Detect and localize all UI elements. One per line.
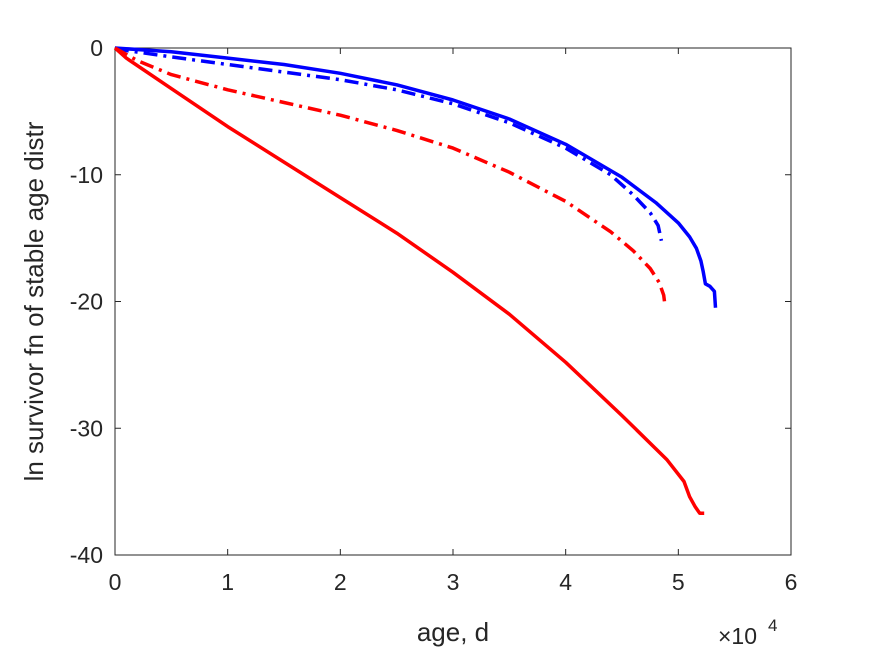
y-tick-label: 0 [90,35,103,61]
series-line-1 [114,46,718,308]
x-axis-ticks: 0 1 2 3 4 5 6 [109,48,798,595]
x-axis-label: age, d [417,617,489,647]
series-line-3 [114,46,667,305]
x-tick-label: 5 [672,569,685,595]
x-multiplier-exponent: 4 [768,616,777,635]
x-tick-label: 3 [447,569,460,595]
y-axis-label: ln survivor fn of stable age distr [19,121,49,481]
x-multiplier-base: ×10 [718,623,757,649]
y-tick-label: -10 [70,162,103,188]
x-axis-multiplier: ×10 4 [718,616,777,649]
y-tick-label: -20 [70,289,103,315]
y-tick-label: -30 [70,415,103,441]
x-tick-label: 4 [559,569,572,595]
y-tick-label: -40 [70,542,103,568]
x-tick-label: 1 [221,569,234,595]
x-tick-label: 6 [785,569,798,595]
series-group [113,46,718,515]
series-line-4 [113,46,705,515]
x-tick-label: 0 [109,569,122,595]
x-tick-label: 2 [334,569,347,595]
y-axis-ticks: 0 -10 -20 -30 -40 [70,35,791,568]
series-line-2 [114,46,664,242]
plot-area [114,47,792,556]
